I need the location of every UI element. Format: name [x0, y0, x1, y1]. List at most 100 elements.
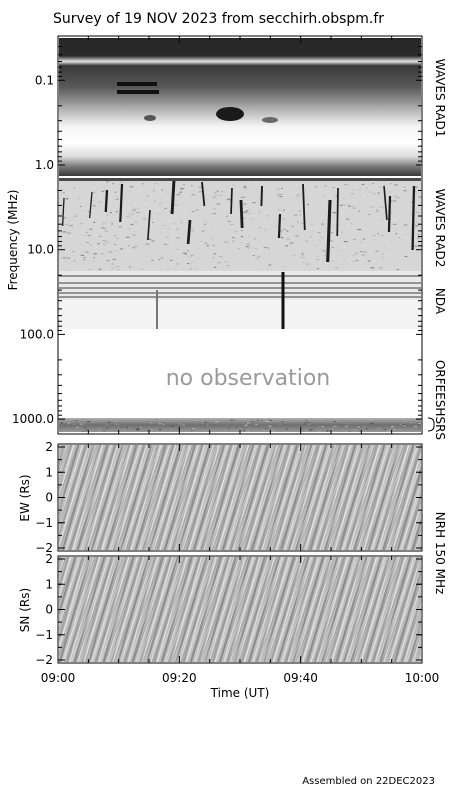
hsrs-noise-dot [378, 427, 382, 429]
rad2-noise-dot [134, 245, 138, 247]
rad2-noise-dot [243, 211, 247, 213]
hsrs-noise-dot [279, 429, 282, 431]
rad2-noise-dot [170, 260, 173, 261]
rad2-noise-dot [138, 251, 141, 253]
rad2-noise-dot [154, 183, 159, 185]
rad2-noise-dot [352, 238, 356, 240]
rad2-noise-dot [202, 186, 206, 188]
rad2-noise-dot [233, 227, 237, 229]
rad2-noise-dot [186, 250, 190, 252]
rad2-noise-dot [172, 254, 176, 256]
hsrs-noise-dot [118, 426, 121, 428]
rad2-noise-dot [245, 187, 247, 189]
rad2-noise-dot [372, 234, 377, 236]
rad2-noise-dot [206, 245, 209, 247]
hsrs-noise-dot [243, 425, 247, 427]
y-tick-label: −1 [35, 628, 53, 642]
rad2-burst [326, 199, 332, 263]
hsrs-noise-dot [60, 427, 62, 429]
rad2-burst [260, 185, 263, 207]
rad2-noise-dot [226, 215, 228, 217]
y-tick-label: 2 [45, 440, 53, 454]
rad2-noise-dot [257, 255, 261, 257]
rad2-noise-dot [302, 252, 304, 254]
rad2-noise-dot [353, 207, 355, 209]
rad2-noise-dot [369, 184, 371, 186]
rad2-noise-dot [167, 228, 172, 230]
rad2-noise-dot [323, 250, 326, 252]
rad2-noise-dot [396, 269, 399, 270]
rad2-noise-dot [100, 214, 104, 216]
hsrs-noise-dot [207, 424, 209, 426]
rad2-noise-dot [130, 223, 134, 225]
hsrs-noise-dot [357, 426, 360, 428]
band-labels: WAVES RAD1 WAVES RAD2 NDA ORFEESHSRS [433, 59, 447, 440]
hsrs-noise-dot [93, 420, 95, 422]
rad2-burst [230, 187, 233, 215]
figure-title: Survey of 19 NOV 2023 from secchirh.obsp… [53, 11, 384, 27]
rad2-noise-dot [115, 198, 119, 200]
hsrs-noise-dot [353, 429, 357, 430]
rad2-noise-dot [187, 263, 190, 265]
hsrs-noise-dot [149, 422, 152, 424]
hsrs-noise-dot [135, 428, 140, 430]
rad2-noise-dot [103, 243, 106, 245]
rad2-noise-dot [104, 240, 109, 242]
hsrs-noise-dot [228, 427, 230, 429]
rad1-burst-mark [117, 90, 159, 94]
rad2-noise-dot [96, 181, 99, 183]
rad2-noise-dot [176, 237, 180, 239]
rad2-noise-dot [65, 195, 69, 197]
rad2-noise-dot [395, 197, 400, 198]
time-tick-label: 09:40 [283, 671, 318, 685]
rad2-noise-dot [157, 188, 162, 190]
rad2-noise-dot [87, 259, 89, 261]
rad2-noise-dot [293, 204, 295, 206]
rad2-noise-dot [296, 194, 301, 196]
rad2-noise-dot [181, 268, 183, 270]
hsrs-noise-dot [418, 428, 420, 430]
y-tick-label: 1 [45, 465, 53, 479]
rad2-noise-dot [358, 210, 360, 212]
rad2-noise-dot [80, 206, 82, 207]
rad2-noise-dot [240, 242, 242, 244]
rad2-noise-dot [316, 259, 320, 261]
rad2-noise-dot [378, 267, 383, 269]
hsrs-noise-dot [238, 427, 242, 429]
hsrs-noise-dot [317, 426, 320, 428]
nrh-sn-panel: 2 1 0 −1 −2 SN (Rs) [18, 552, 423, 667]
rad2-noise-dot [116, 222, 118, 224]
rad2-noise-dot [62, 217, 67, 219]
rad2-noise-dot [120, 181, 123, 183]
rad2-noise-dot [371, 206, 375, 208]
hsrs-noise-dot [242, 430, 245, 432]
rad2-noise-dot [302, 262, 304, 264]
rad2-noise-dot [415, 221, 418, 223]
rad2-noise-dot [253, 215, 258, 217]
rad2-noise-dot [300, 256, 304, 258]
hsrs-noise-dot [203, 426, 208, 428]
orfees-band [59, 329, 421, 418]
rad2-noise-dot [343, 241, 348, 243]
rad2-noise-dot [106, 260, 110, 262]
rad2-noise-dot [136, 212, 140, 213]
rad2-noise-dot [73, 187, 76, 189]
nrh-ew-panel: 2 1 0 −1 −2 EW (Rs) [18, 440, 423, 555]
rad2-noise-dot [103, 227, 106, 229]
rad2-noise-dot [371, 182, 374, 184]
hsrs-noise-dot [61, 422, 63, 424]
hsrs-noise-dot [63, 425, 65, 427]
hsrs-noise-dot [369, 419, 373, 421]
rad2-noise-dot [273, 225, 277, 227]
rad2-noise-dot [286, 238, 291, 240]
rad2-noise-dot [403, 186, 406, 188]
rad2-noise-dot [132, 209, 136, 211]
rad2-noise-dot [382, 253, 384, 255]
rad2-noise-dot [65, 223, 68, 225]
rad2-noise-dot [358, 260, 360, 262]
hsrs-noise-dot [386, 430, 390, 432]
rad2-noise-dot [398, 218, 402, 220]
hsrs-noise-dot [393, 428, 396, 430]
rad2-noise-dot [259, 242, 262, 244]
rad2-noise-dot [130, 202, 132, 204]
